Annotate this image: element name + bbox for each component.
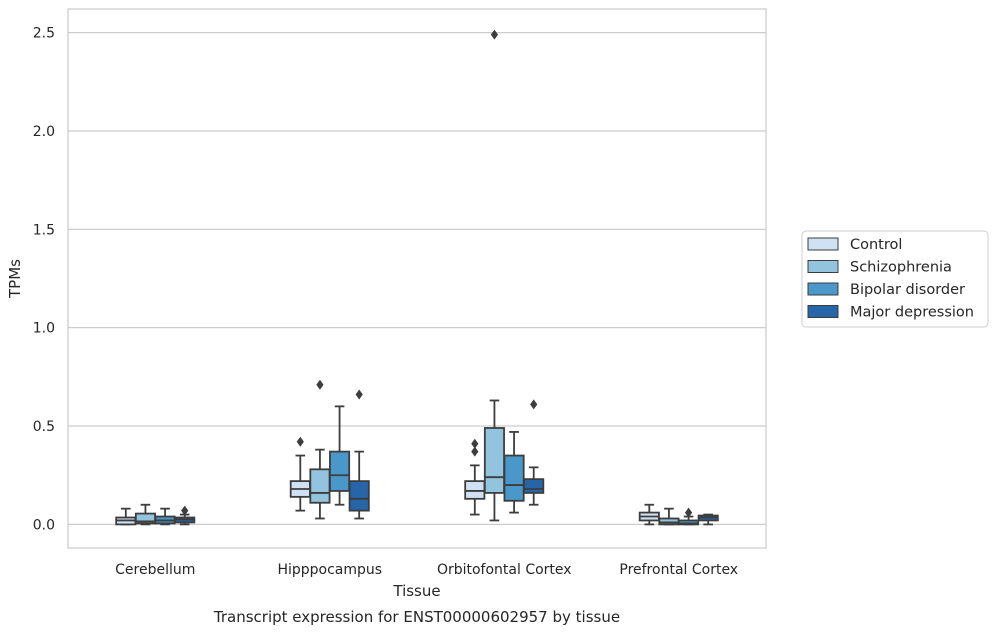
- y-tick-label: 2.0: [33, 124, 55, 140]
- legend-label: Major depression: [850, 305, 974, 321]
- outlier-point: [530, 399, 538, 410]
- x-tick-label: Cerebellum: [115, 562, 195, 578]
- legend-frame: [801, 230, 989, 328]
- box-schizophrenia: [309, 379, 331, 520]
- box-plot-marks: [115, 29, 719, 526]
- outlier-point: [316, 379, 324, 390]
- box-major-depression: [348, 389, 370, 520]
- box-major-depression: [523, 399, 545, 506]
- box-schizophrenia: [483, 29, 505, 522]
- iqr-box: [678, 519, 700, 526]
- box-major-depression: [174, 505, 196, 526]
- iqr-box: [658, 517, 680, 526]
- outlier-point: [355, 389, 363, 400]
- x-axis-ticks: Cerebellum Hipppocampus Orbitofontal Corte…: [115, 562, 738, 578]
- y-tick-label: 0.0: [33, 517, 55, 533]
- legend-swatch: [807, 305, 839, 318]
- y-tick-label: 1.5: [33, 222, 55, 238]
- y-axis-ticks: 0.0 0.5 1.0 1.5 2.0 2.5: [33, 26, 55, 534]
- legend-swatch: [807, 282, 839, 296]
- box-bipolar-disorder: [678, 507, 700, 526]
- x-tick-label: Hipppocampus: [277, 562, 382, 578]
- box-bipolar-disorder: [154, 507, 176, 526]
- iqr-box: [523, 478, 545, 494]
- grid-lines: [68, 31, 766, 526]
- outlier-point: [490, 29, 499, 40]
- box-bipolar-disorder: [329, 405, 351, 506]
- box-major-depression: [697, 513, 719, 526]
- y-tick-label: 2.5: [33, 26, 55, 42]
- plot-area-frame: [67, 8, 767, 549]
- outlier-point: [684, 507, 693, 518]
- legend-label: Control: [850, 237, 902, 253]
- outlier-point: [471, 438, 479, 449]
- x-axis-label: Tissue: [392, 582, 440, 600]
- chart-caption: Transcript expression for ENST0000060295…: [213, 608, 620, 626]
- y-axis-label: TPMs: [6, 259, 24, 299]
- box-bipolar-disorder: [503, 431, 525, 514]
- x-tick-label: Prefrontal Cortex: [619, 562, 738, 578]
- legend: Control Schizophrenia Bipolar disorder Majo…: [801, 230, 989, 328]
- legend-label: Bipolar disorder: [850, 282, 965, 298]
- box-control: [115, 507, 137, 526]
- iqr-box: [483, 427, 505, 494]
- iqr-box: [464, 480, 486, 500]
- legend-swatch: [807, 260, 839, 273]
- outlier-point: [296, 436, 304, 447]
- x-tick-label: Orbitofontal Cortex: [437, 562, 572, 578]
- box-schizophrenia: [134, 503, 156, 526]
- legend-swatch: [807, 237, 839, 251]
- box-control: [289, 436, 311, 512]
- y-tick-label: 0.5: [33, 419, 55, 435]
- legend-label: Schizophrenia: [850, 260, 952, 276]
- box-schizophrenia: [658, 507, 680, 526]
- outlier-point: [471, 446, 479, 457]
- iqr-box: [503, 454, 525, 502]
- y-tick-label: 1.0: [33, 321, 55, 337]
- iqr-box: [309, 468, 331, 504]
- box-control: [464, 438, 486, 516]
- iqr-box: [348, 480, 370, 512]
- outlier-point: [181, 505, 189, 516]
- box-control: [638, 503, 660, 526]
- iqr-box: [329, 450, 351, 492]
